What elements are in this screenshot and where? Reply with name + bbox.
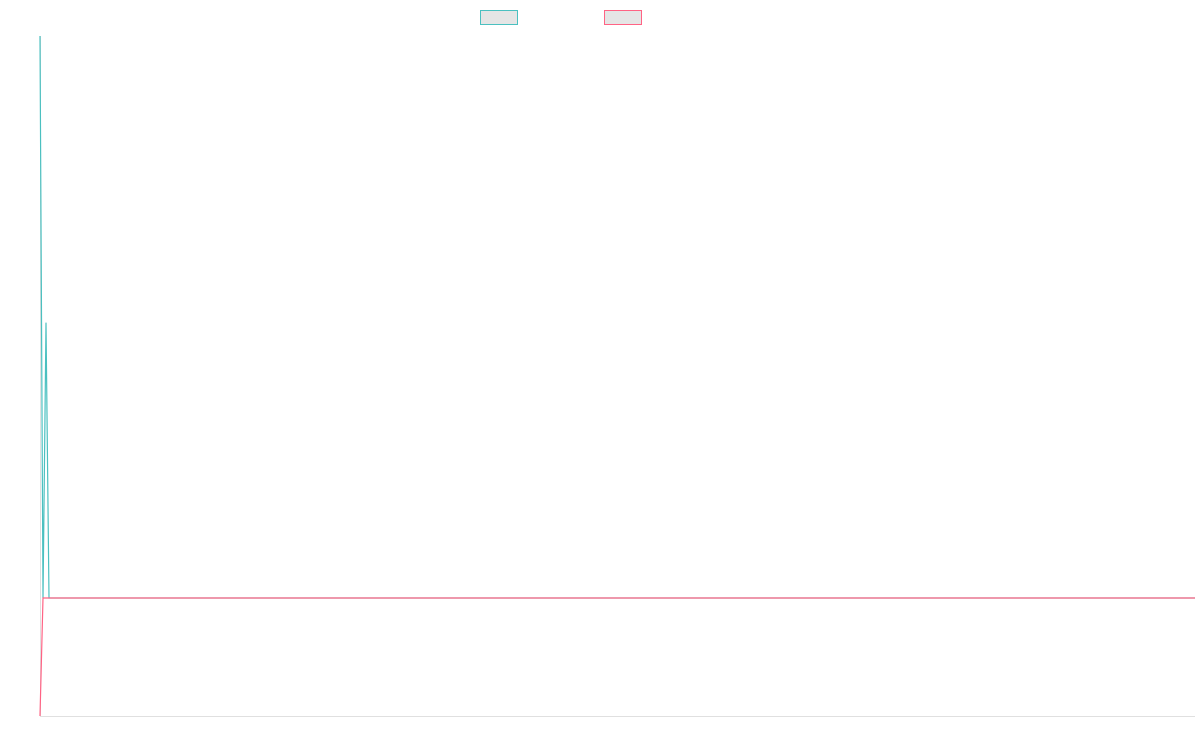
legend-item-series-2[interactable]: [604, 10, 642, 25]
series-1-line: [39, 35, 1195, 599]
legend-item-series-1[interactable]: [480, 10, 518, 25]
series-2-line: [39, 597, 1195, 717]
